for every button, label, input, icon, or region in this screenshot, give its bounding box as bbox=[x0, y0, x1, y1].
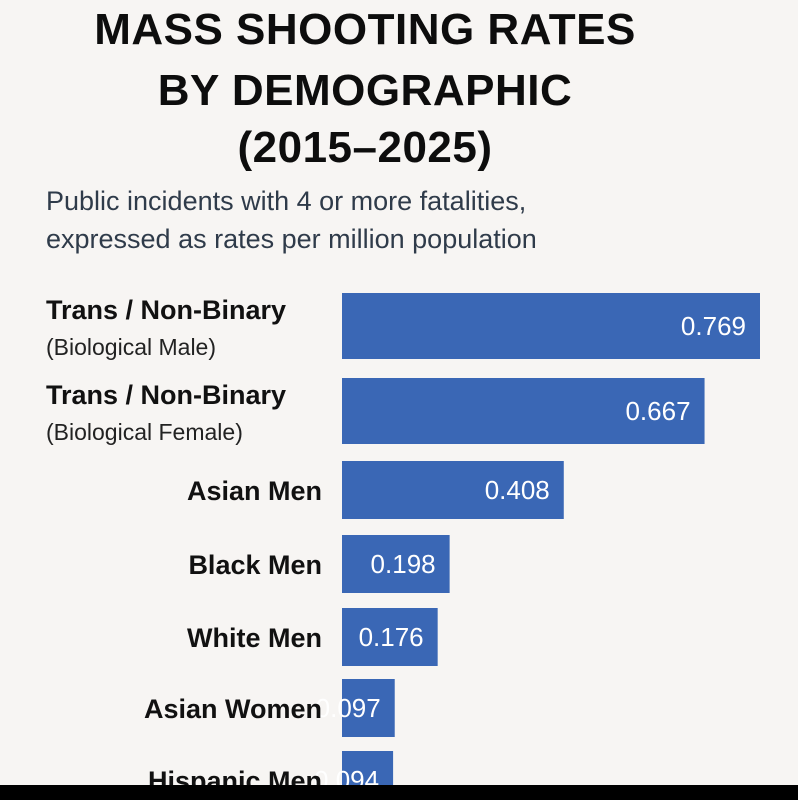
chart-subtitle-line-2: expressed as rates per million populatio… bbox=[46, 224, 537, 254]
category-sublabel-1: (Biological Male) bbox=[46, 334, 216, 360]
chart-title-line-1: MASS SHOOTING RATES bbox=[94, 5, 636, 54]
category-label-3: Asian Men bbox=[187, 476, 322, 506]
category-label-5: White Men bbox=[187, 623, 322, 653]
bar-value-label-5: 0.176 bbox=[359, 622, 424, 652]
chart-subtitle-line-1: Public incidents with 4 or more fataliti… bbox=[46, 186, 527, 216]
bar-5 bbox=[342, 608, 438, 666]
bar-1 bbox=[342, 293, 760, 359]
bar-value-label-3: 0.408 bbox=[485, 475, 550, 505]
bar-value-label-6: 0.097 bbox=[316, 693, 381, 723]
bar-value-label-1: 0.769 bbox=[681, 311, 746, 341]
bar-value-label-4: 0.198 bbox=[371, 549, 436, 579]
category-label-2: Trans / Non-Binary bbox=[46, 380, 286, 410]
bottom-bar bbox=[0, 785, 798, 800]
category-label-4: Black Men bbox=[188, 550, 322, 580]
bar-6 bbox=[342, 679, 395, 737]
bar-3 bbox=[342, 461, 564, 519]
bar-2 bbox=[342, 378, 705, 444]
chart-title-line-2: BY DEMOGRAPHIC bbox=[157, 66, 573, 115]
category-label-6: Asian Women bbox=[144, 694, 322, 724]
bar-4 bbox=[342, 535, 450, 593]
category-label-1: Trans / Non-Binary bbox=[46, 295, 286, 325]
chart-title-line-3: (2015–2025) bbox=[237, 123, 493, 172]
category-sublabel-2: (Biological Female) bbox=[46, 419, 243, 445]
bar-value-label-2: 0.667 bbox=[625, 396, 690, 426]
